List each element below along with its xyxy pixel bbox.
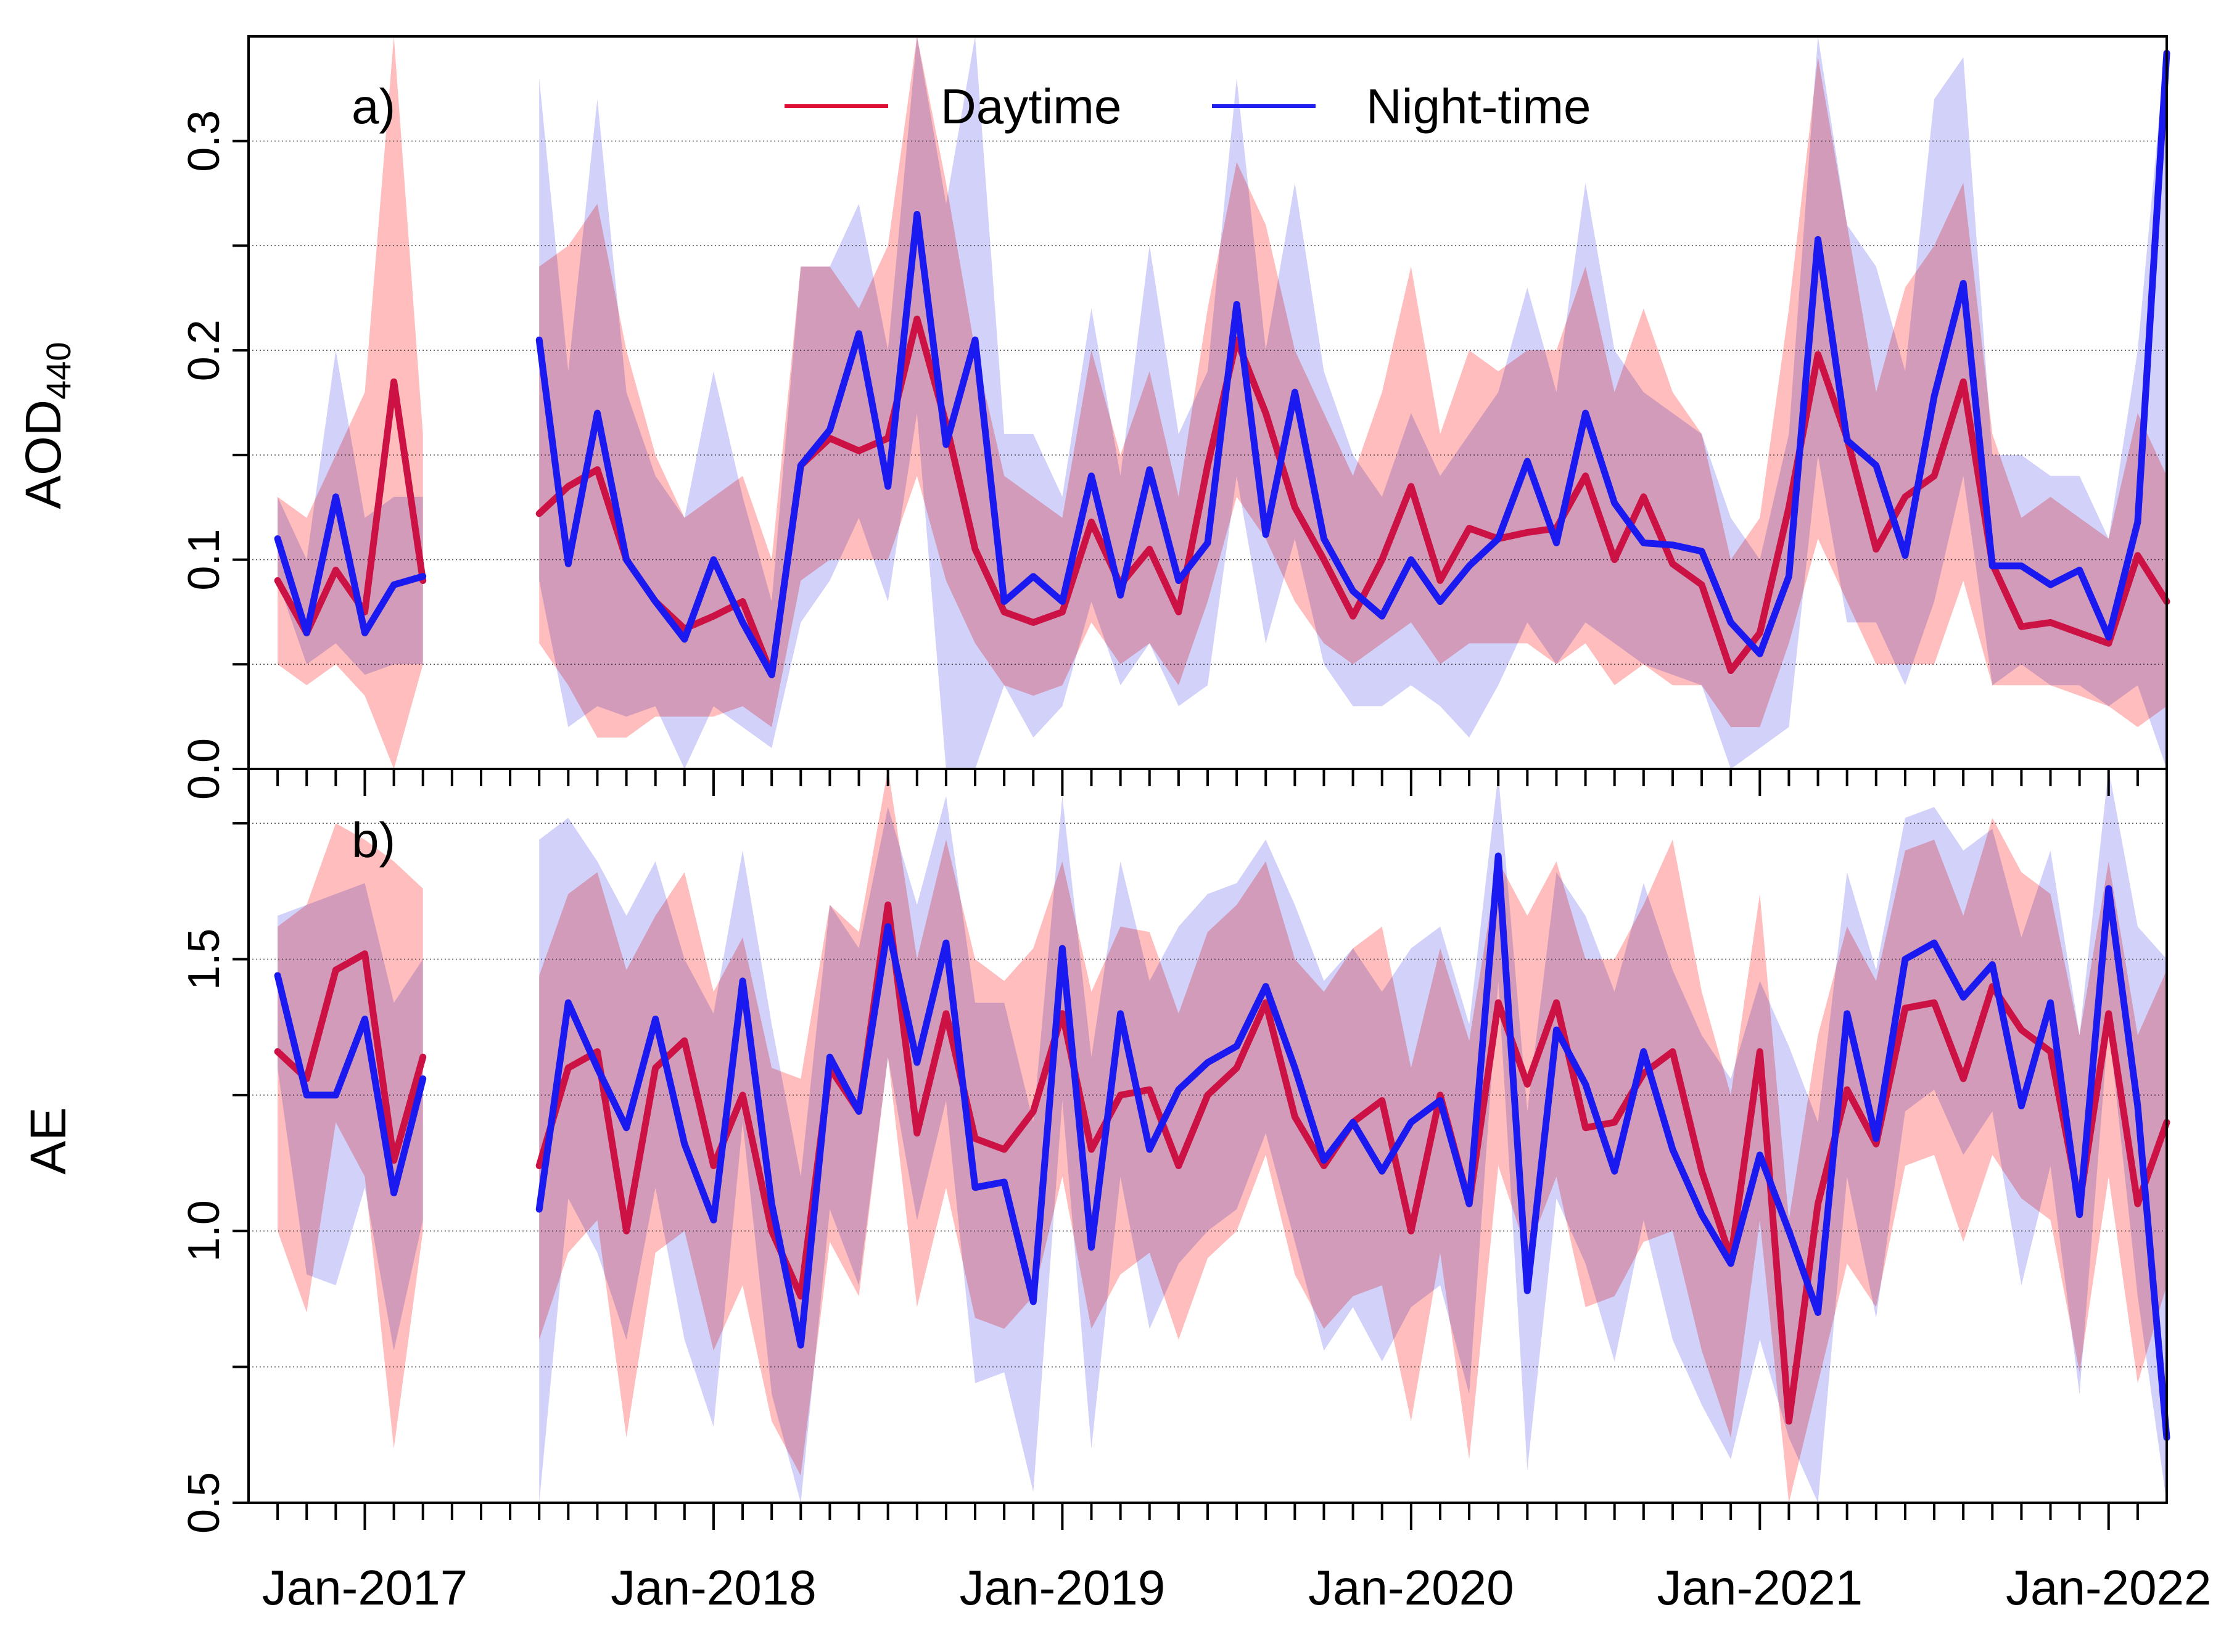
nighttime-uncertainty-band xyxy=(278,883,423,1351)
panel-a-ylabel-main: AOD xyxy=(15,400,72,509)
x-tick-label: Jan-2022 xyxy=(2006,1560,2212,1615)
y-tick-label: 1.5 xyxy=(179,928,229,990)
nighttime-series-line xyxy=(535,49,2170,678)
nighttime-series-line xyxy=(274,493,427,636)
x-tick-label: Jan-2019 xyxy=(960,1560,1166,1615)
panel-b-frame xyxy=(247,768,2168,1504)
x-tick-label: Jan-2017 xyxy=(262,1560,468,1615)
y-tick-label: 0.0 xyxy=(179,738,229,800)
y-tick-label: 0.5 xyxy=(179,1472,229,1534)
y-tick-label: 0.3 xyxy=(179,110,229,172)
panel-a-ylabel: AOD440 xyxy=(15,342,78,509)
nighttime-series-line xyxy=(274,972,427,1197)
panel-b-ae: 0.5 1.0 1.5 b) AE xyxy=(20,768,2170,1534)
legend-nighttime-label: Night-time xyxy=(1366,79,1591,134)
panel-b-y-axis: 0.5 1.0 1.5 xyxy=(179,822,249,1534)
panel-a-ylabel-sub: 440 xyxy=(39,342,78,399)
nighttime-series-line xyxy=(535,852,2170,1441)
y-tick-label: 0.2 xyxy=(179,319,229,381)
y-tick-label: 1.0 xyxy=(179,1200,229,1262)
panel-b-label: b) xyxy=(352,813,395,868)
x-tick-label: Jan-2020 xyxy=(1308,1560,1514,1615)
x-axis-labels: Jan-2017 Jan-2018 Jan-2019 Jan-2020 Jan-2021… xyxy=(262,1560,2212,1615)
panel-b-lines xyxy=(274,852,2170,1441)
panel-a-aod: 0.0 0.1 0.2 0.3 a) Daytime Night-time AOD44… xyxy=(15,35,2170,800)
y-tick-label: 0.1 xyxy=(179,529,229,591)
panel-a-y-axis: 0.0 0.1 0.2 0.3 xyxy=(179,110,249,800)
legend-daytime-label: Daytime xyxy=(941,79,1121,134)
x-tick-label: Jan-2018 xyxy=(611,1560,817,1615)
panel-b-ylabel: AE xyxy=(20,1107,76,1174)
nighttime-uncertainty-band xyxy=(539,36,2167,769)
panel-b-x-ticks xyxy=(276,1503,2139,1530)
panel-a-lines xyxy=(274,49,2170,678)
x-tick-label: Jan-2021 xyxy=(1657,1560,1863,1615)
panel-a-label: a) xyxy=(352,79,395,134)
legend: Daytime Night-time xyxy=(785,79,1591,134)
